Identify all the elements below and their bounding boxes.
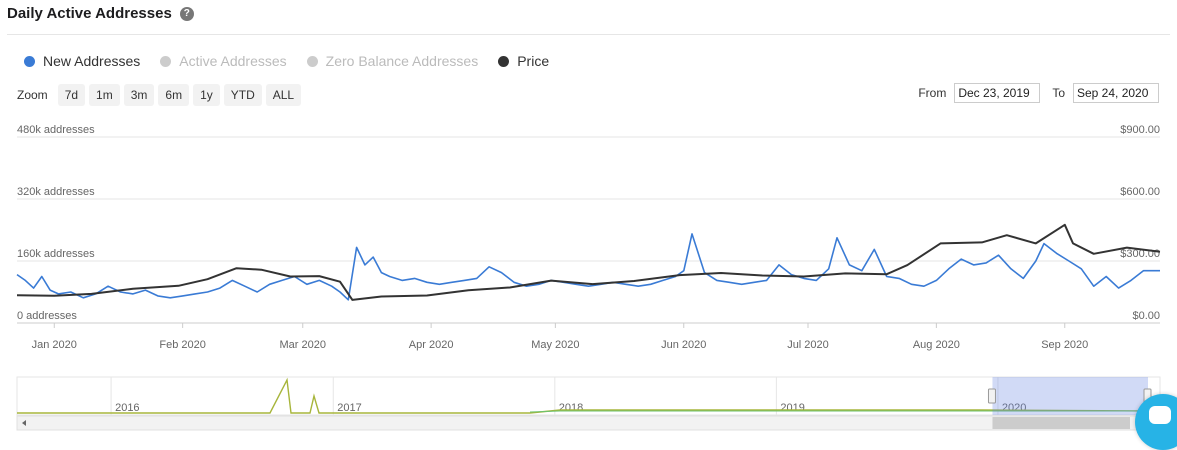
navigator-handle[interactable] [987, 388, 996, 404]
zoom-6m-button[interactable]: 6m [158, 84, 190, 106]
zoom-controls: Zoom 7d 1m 3m 6m 1y YTD ALL [17, 84, 302, 106]
from-date-input[interactable] [954, 83, 1041, 103]
legend-item-new-addresses[interactable]: New Addresses [24, 53, 140, 69]
zoom-label: Zoom [17, 88, 48, 102]
navigator[interactable]: 20162017201820192020 [16, 376, 1161, 431]
zoom-ytd-button[interactable]: YTD [223, 84, 262, 106]
x-tick-label: Aug 2020 [913, 339, 960, 351]
x-axis: Jan 2020 Feb 2020 Mar 2020 Apr 2020 May 2020… [32, 323, 1088, 351]
legend-label: New Addresses [43, 53, 141, 69]
zoom-1y-button[interactable]: 1y [193, 84, 220, 106]
legend-dot-icon [24, 55, 35, 67]
chart-svg: 0 addresses 160k addresses 320k addresses 4… [16, 124, 1161, 431]
y-left-tick-label: 320k addresses [17, 186, 95, 198]
y-right-tick-label: $0.00 [1132, 310, 1160, 322]
y-axis-right: $0.00$300.00$600.00$900.00 [1120, 124, 1160, 322]
legend-item-zero-balance-addresses[interactable]: Zero Balance Addresses [306, 53, 479, 69]
chart-grid [17, 136, 1160, 324]
page-title: Daily Active Addresses [7, 5, 172, 22]
zoom-all-button[interactable]: ALL [265, 84, 302, 106]
zoom-7d-button[interactable]: 7d [57, 84, 86, 106]
x-tick-label: Mar 2020 [280, 339, 326, 351]
legend-label: Price [517, 53, 550, 69]
scroll-left-arrow-icon[interactable] [22, 420, 26, 426]
navigator-tick-label: 2016 [115, 402, 139, 414]
x-tick-label: Sep 2020 [1041, 339, 1088, 351]
legend-label: Active Addresses [179, 53, 287, 69]
legend-label: Zero Balance Addresses [325, 53, 479, 69]
y-right-tick-label: $900.00 [1120, 124, 1160, 136]
navigator-tick-label: 2018 [559, 402, 583, 414]
date-range-selector: From To [918, 83, 1159, 103]
x-tick-label: May 2020 [531, 339, 579, 351]
navigator-secondary-line [529, 410, 1160, 413]
y-left-tick-label: 160k addresses [17, 248, 95, 260]
question-circle-icon[interactable]: ? [179, 6, 194, 21]
chart-series [16, 223, 1161, 301]
legend-dot-icon [306, 55, 318, 67]
navigator-overview-line [17, 377, 1161, 414]
to-label: To [1052, 86, 1065, 100]
y-left-tick-label: 480k addresses [17, 124, 95, 136]
navigator-selection[interactable] [992, 377, 1148, 415]
navigator-tick-label: 2017 [337, 402, 361, 414]
zoom-1m-button[interactable]: 1m [89, 84, 120, 106]
x-tick-label: Apr 2020 [409, 339, 454, 351]
x-tick-label: Jun 2020 [661, 339, 706, 351]
x-tick-label: Jan 2020 [32, 339, 77, 351]
from-label: From [918, 86, 947, 100]
chat-bubble-icon[interactable] [1135, 394, 1177, 450]
series-line-price [16, 223, 1161, 301]
zoom-3m-button[interactable]: 3m [123, 84, 155, 106]
y-axis-left: 0 addresses 160k addresses 320k addresses 4… [17, 124, 95, 322]
series-line-new-addresses [16, 233, 1160, 301]
scrollbar-track[interactable] [16, 415, 1161, 431]
chart-title-bar: Daily Active Addresses ? [7, 5, 194, 22]
legend-dot-icon [160, 55, 172, 67]
legend-dot-icon [498, 55, 510, 67]
x-tick-label: Feb 2020 [159, 339, 205, 351]
legend-item-active-addresses[interactable]: Active Addresses [160, 53, 287, 69]
chart-legend: New Addresses Active Addresses Zero Bala… [24, 53, 549, 69]
scrollbar-thumb[interactable] [992, 417, 1130, 429]
navigator-tick-label: 2019 [780, 402, 804, 414]
legend-item-price[interactable]: Price [498, 53, 549, 69]
y-left-tick-label: 0 addresses [17, 310, 77, 322]
navigator-background [16, 376, 1161, 416]
to-date-input[interactable] [1073, 83, 1159, 103]
y-right-tick-label: $600.00 [1120, 186, 1160, 198]
title-divider [7, 34, 1170, 35]
x-tick-label: Jul 2020 [787, 339, 829, 351]
